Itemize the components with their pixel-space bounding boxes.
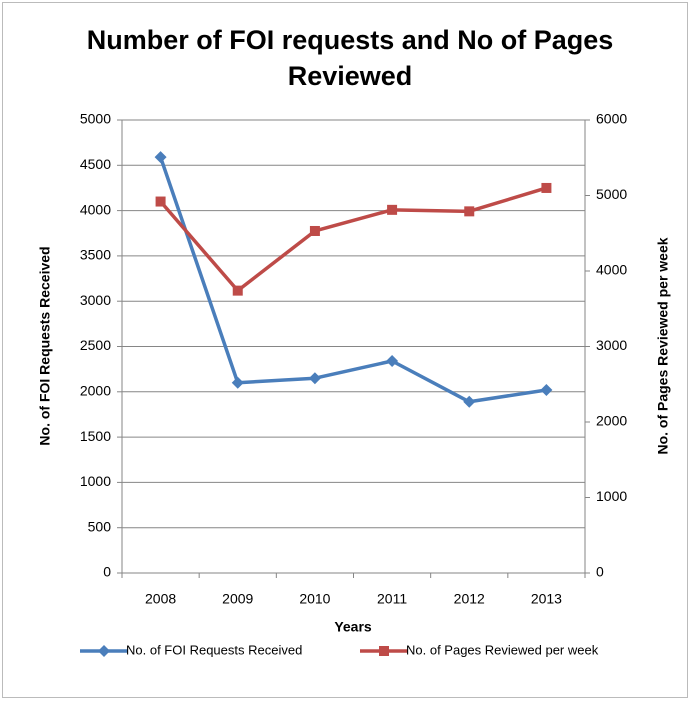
y-tick-label: 500: [88, 518, 112, 534]
legend-label: No. of Pages Reviewed per week: [406, 642, 599, 657]
data-point: [309, 225, 320, 236]
y2-tick-label: 4000: [596, 262, 627, 278]
legend-marker: [98, 645, 110, 657]
y-tick-label: 2500: [80, 337, 111, 353]
y-tick-label: 0: [103, 564, 111, 580]
y2-tick-label: 5000: [596, 186, 627, 202]
data-point: [155, 196, 166, 207]
data-point: [541, 182, 552, 193]
x-axis-title: Years: [334, 619, 372, 635]
x-tick-label: 2008: [145, 591, 176, 607]
x-tick-label: 2013: [531, 591, 562, 607]
y-tick-label: 5000: [80, 111, 111, 127]
chart-title: Number of FOI requests and No of Pages R…: [86, 25, 614, 91]
y2-tick-label: 2000: [596, 413, 627, 429]
x-tick-label: 2011: [377, 591, 407, 607]
data-point: [463, 395, 476, 408]
y-tick-label: 4000: [80, 201, 111, 217]
data-point: [232, 285, 243, 296]
y-tick-label: 1000: [80, 473, 111, 489]
y-axis-title: No. of FOI Requests Received: [37, 246, 53, 445]
y2-tick-label: 0: [596, 564, 604, 580]
series-line: [158, 156, 547, 404]
data-point: [231, 376, 244, 389]
data-point: [387, 204, 398, 215]
y2-tick-label: 6000: [596, 111, 627, 127]
legend-label: No. of FOI Requests Received: [126, 642, 302, 657]
y-tick-label: 4500: [80, 156, 111, 172]
y2-axis-title: No. of Pages Reviewed per week: [655, 237, 671, 454]
x-tick-label: 2010: [299, 591, 330, 607]
data-point: [464, 206, 475, 217]
data-point: [386, 354, 399, 367]
data-point: [540, 383, 553, 396]
y-tick-label: 1500: [80, 428, 111, 444]
x-tick-label: 2012: [454, 591, 485, 607]
y2-tick-label: 1000: [596, 488, 627, 504]
series-line: [159, 186, 547, 293]
y-tick-label: 2000: [80, 383, 111, 399]
legend-marker: [379, 646, 389, 656]
data-point: [154, 151, 167, 164]
y2-tick-label: 3000: [596, 337, 627, 353]
y-tick-label: 3000: [80, 292, 111, 308]
y-tick-label: 3500: [80, 247, 111, 263]
data-point: [308, 372, 321, 385]
x-tick-label: 2009: [222, 591, 253, 607]
